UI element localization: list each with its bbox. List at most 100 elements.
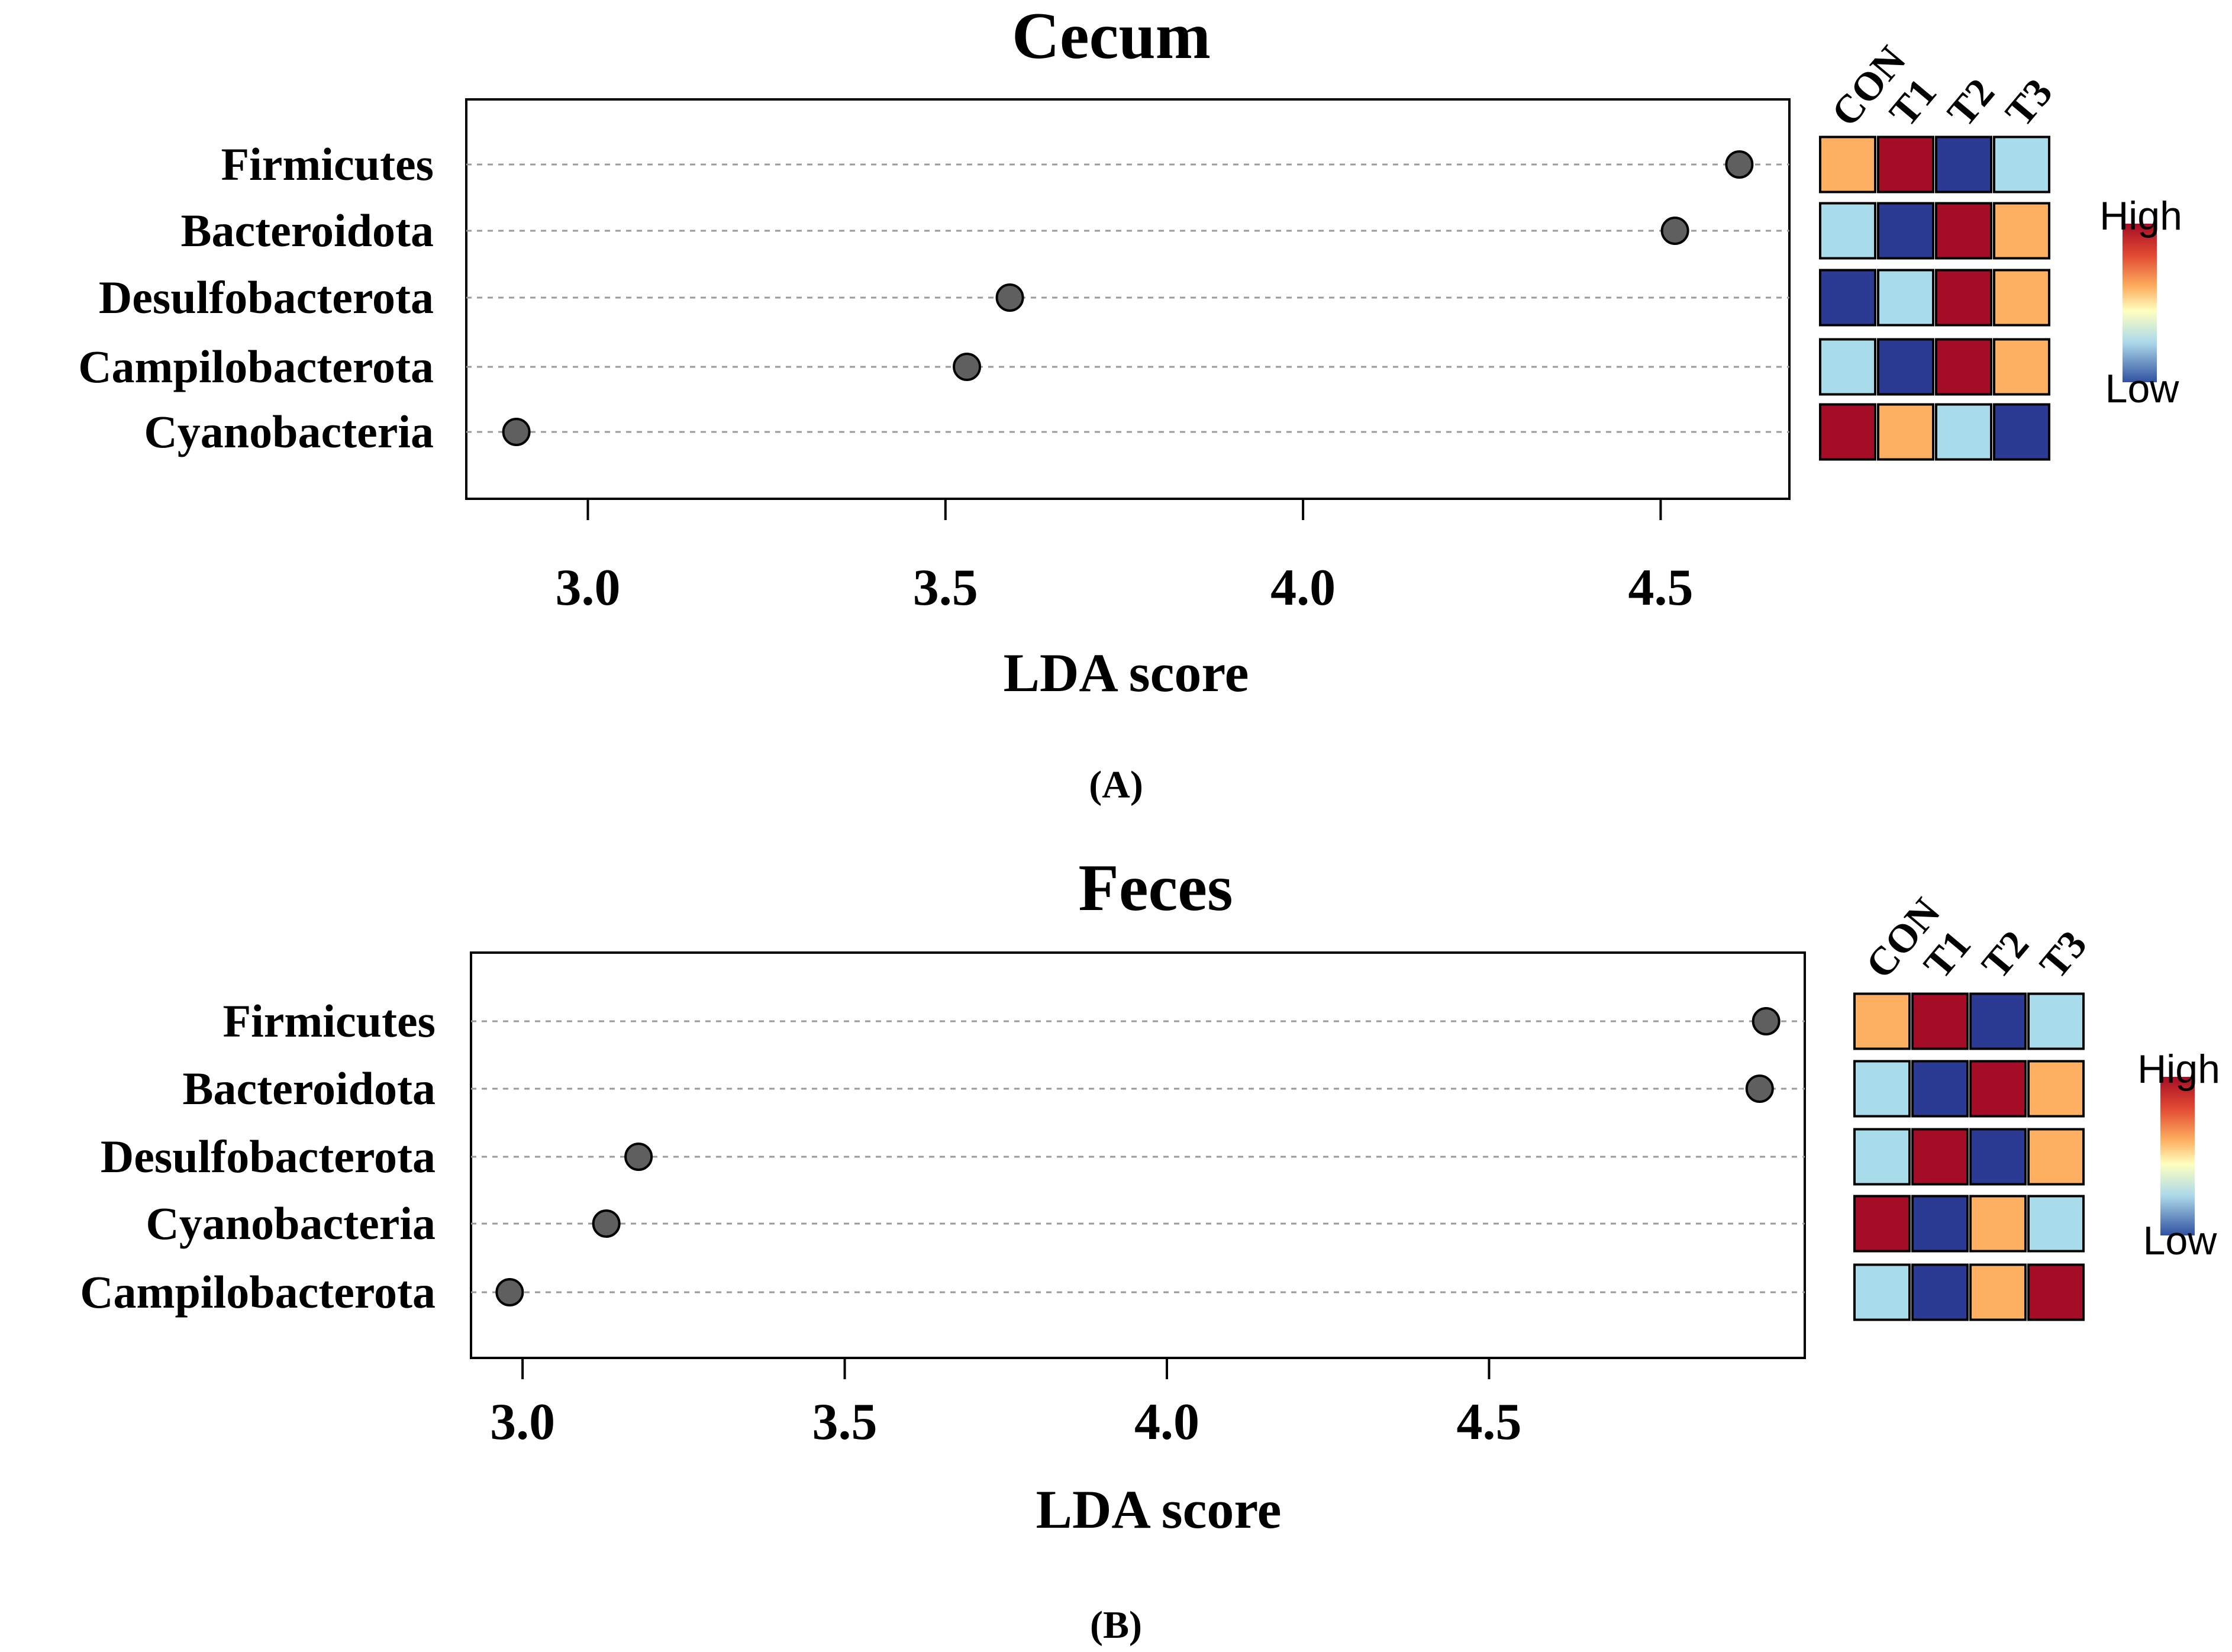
panel-b-heat-cell xyxy=(2027,1263,2085,1321)
panel-a-x-tick-label: 4.0 xyxy=(1270,559,1336,617)
panel-a-heat-cell xyxy=(1877,202,1934,260)
panel-b-group-header: T3 xyxy=(2031,922,2095,987)
panel-a-y-label: Firmicutes xyxy=(221,138,434,190)
panel-b-color-legend: High Low xyxy=(2137,1047,2220,1263)
panel-b-point xyxy=(1745,1075,1774,1103)
panel-a-heat-cell xyxy=(1935,269,1992,327)
panel-a-heat-cell xyxy=(1993,269,2050,327)
panel-a-color-scale-bar xyxy=(2123,224,2157,382)
panel-a-point xyxy=(1725,150,1754,179)
panel-b-y-label: Desulfobacterota xyxy=(101,1131,436,1182)
panel-b-heat-cell xyxy=(1911,1263,1969,1321)
panel-a-heat-cell xyxy=(1993,338,2050,396)
panel-b-point xyxy=(624,1143,653,1171)
panel-b-point xyxy=(495,1278,524,1306)
panel-a-heat-cell xyxy=(1935,135,1992,193)
panel-a-heat-cell xyxy=(1877,403,1934,461)
panel-a-heat-cell xyxy=(1819,269,1876,327)
panel-a-color-legend: High Low xyxy=(2099,193,2182,411)
panel-a-y-label: Desulfobacterota xyxy=(99,272,434,323)
panel-a-gridlines xyxy=(466,163,1789,433)
panel-a-x-axis: 3.0 3.5 4.0 4.5 xyxy=(555,499,1693,617)
panel-a-y-label: Campilobacterota xyxy=(78,341,434,392)
panel-a-point xyxy=(502,418,531,446)
panel-a-point xyxy=(995,283,1024,312)
panel-b-x-axis: 3.0 3.5 4.0 4.5 xyxy=(490,1358,1521,1451)
panel-a-x-tick-label: 3.0 xyxy=(555,559,620,617)
panel-a-y-label: Cyanobacteria xyxy=(144,406,434,457)
panel-a-plot-frame xyxy=(465,98,1791,500)
panel-a-heat-cell xyxy=(1877,135,1934,193)
panel-a-heat-cell xyxy=(1993,202,2050,260)
panel-a-heat-cell xyxy=(1877,269,1934,327)
panel-b-heat-cell xyxy=(1853,1060,1911,1118)
panel-b-color-scale-bar xyxy=(2160,1077,2195,1235)
panel-b-title: Feces xyxy=(1078,851,1233,925)
panel-b-heat-cell xyxy=(1969,1195,2027,1253)
panel-b-heat-cell xyxy=(1969,992,2027,1050)
panel-a-heat-cell xyxy=(1877,338,1934,396)
panel-b-heat-cell xyxy=(1911,1060,1969,1118)
panel-a-legend-high: High xyxy=(2099,193,2182,238)
panel-a-x-tick-label: 4.5 xyxy=(1628,559,1693,617)
panel-a-x-label: LDA score xyxy=(1004,643,1249,703)
panel-b-heat-cell xyxy=(2027,1060,2085,1118)
panel-b-y-labels: Firmicutes Bacteroidota Desulfobacterota Cy… xyxy=(80,995,436,1318)
panel-b-y-label: Campilobacterota xyxy=(80,1266,436,1318)
panel-b-heat-cell xyxy=(1911,1128,1969,1186)
panel-a-heat-cell xyxy=(1993,135,2050,193)
panel-a-y-labels: Firmicutes Bacteroidota Desulfobacterota Ca… xyxy=(78,138,434,457)
panel-a-heat-cell xyxy=(1819,403,1876,461)
panel-b-heat-cell xyxy=(1911,992,1969,1050)
panel-a-legend-low: Low xyxy=(2105,366,2180,411)
panel-a-heat-cell xyxy=(1819,202,1876,260)
panel-b-point xyxy=(592,1209,621,1238)
panel-b-heat-cell xyxy=(1853,1128,1911,1186)
panel-a-heat-cell xyxy=(1819,338,1876,396)
panel-a-points xyxy=(502,150,1754,446)
panel-b-y-label: Firmicutes xyxy=(222,995,436,1047)
panel-b-x-tick-label: 4.5 xyxy=(1456,1393,1521,1451)
panel-b-heat-cell xyxy=(1853,992,1911,1050)
panel-b-gridlines xyxy=(471,1020,1805,1293)
panel-b-legend-high: High xyxy=(2137,1047,2220,1092)
panel-b-group-header: T2 xyxy=(1973,922,2037,987)
panel-a-heat-cell xyxy=(1935,202,1992,260)
panel-a-heat-cell xyxy=(1993,403,2050,461)
panel-b-heat-cell xyxy=(1853,1263,1911,1321)
panel-b-point xyxy=(1752,1007,1781,1035)
panel-b-x-tick-label: 3.0 xyxy=(490,1393,555,1451)
panel-b-plot-frame xyxy=(470,951,1806,1359)
panel-a-cecum: Cecum Firmicutes Bacteroidota Desulfobacte… xyxy=(78,0,2182,806)
panel-b-heat-cell xyxy=(1969,1060,2027,1118)
panel-b-legend-low: Low xyxy=(2143,1218,2218,1263)
panel-b-heat-cell xyxy=(2027,1195,2085,1253)
panel-a-y-label: Bacteroidota xyxy=(181,205,434,256)
panel-b-heat-cell xyxy=(1969,1263,2027,1321)
panel-a-heat-cell xyxy=(1935,338,1992,396)
panel-b-y-label: Bacteroidota xyxy=(183,1063,436,1114)
panel-a-group-header: T2 xyxy=(1939,70,2003,135)
panel-a-group-header: T3 xyxy=(1996,70,2061,135)
panel-b-heat-cell xyxy=(1853,1195,1911,1253)
panel-b-heat-cell xyxy=(2027,992,2085,1050)
panel-b-heat-cell xyxy=(1911,1195,1969,1253)
panel-b-x-label: LDA score xyxy=(1036,1479,1282,1540)
panel-a-heat-cell xyxy=(1819,135,1876,193)
panel-a-point xyxy=(1660,217,1689,245)
panel-b-x-tick-label: 3.5 xyxy=(812,1393,878,1451)
panel-a-point xyxy=(953,353,982,381)
panel-b-label: (B) xyxy=(1090,1603,1142,1647)
panel-b-heat-cell xyxy=(1969,1128,2027,1186)
panel-b-heat-cell xyxy=(2027,1128,2085,1186)
panel-b-y-label: Cyanobacteria xyxy=(146,1198,436,1249)
panel-a-label: (A) xyxy=(1089,763,1143,806)
panel-b-x-tick-label: 4.0 xyxy=(1134,1393,1199,1451)
panel-b-feces: Feces Firmicutes Bacteroidota Desulfobacte… xyxy=(80,851,2220,1647)
panel-a-title: Cecum xyxy=(1012,0,1211,73)
panel-a-heat-cell xyxy=(1935,403,1992,461)
panel-b-points xyxy=(495,1007,1781,1306)
